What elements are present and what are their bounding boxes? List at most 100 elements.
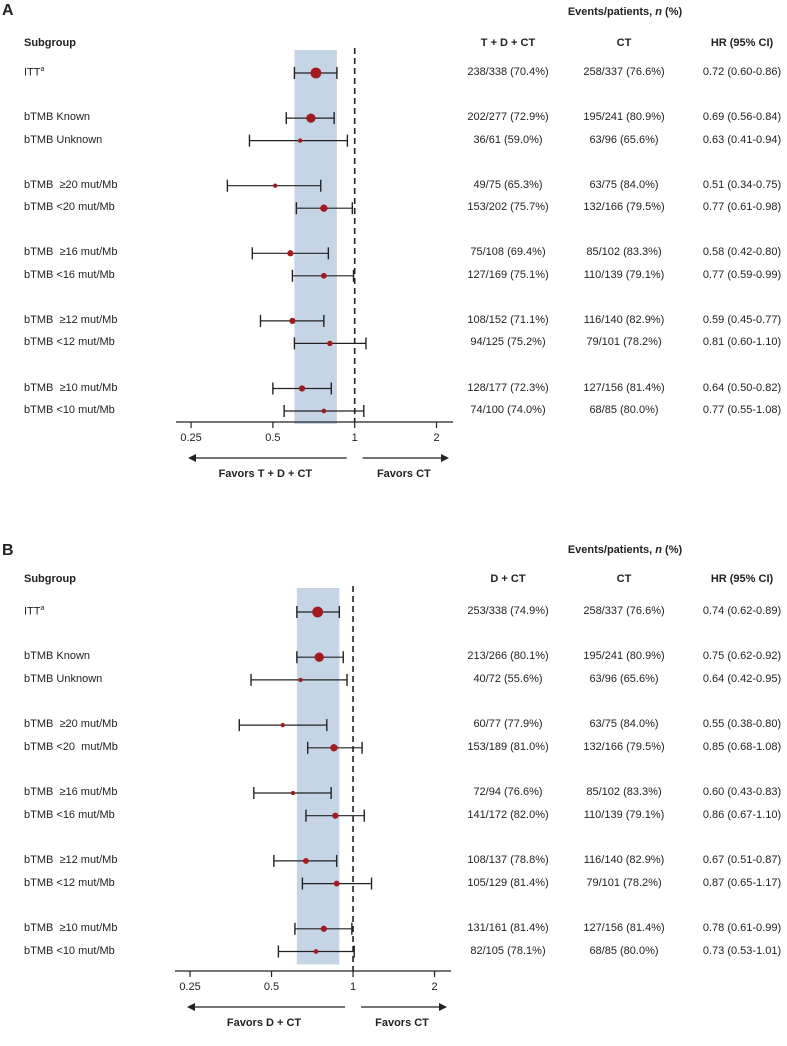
hazard-ratio: 0.87 (0.65-1.17): [702, 876, 782, 889]
x-tick-label: 1: [349, 981, 357, 993]
control-events: 63/75 (84.0%): [589, 718, 659, 731]
subgroup-label-text: bTMB Known: [24, 111, 91, 124]
arrowhead-left: [187, 1003, 195, 1011]
forest-panel-a: A Events/patients, n (%) Subgroup T + D + C…: [0, 0, 787, 520]
subgroup-label: bTMB ≥16 mut/Mb: [24, 246, 117, 258]
hr-point: [313, 949, 319, 954]
subgroup-label: bTMB Unknown: [24, 673, 102, 685]
control-events: 68/85 (80.0%): [589, 404, 659, 416]
hazard-ratio: 0.67 (0.51-0.87): [702, 853, 782, 866]
subgroup-label-text: bTMB ≥16 mut/Mb: [24, 786, 118, 798]
hr-point: [289, 317, 296, 325]
treatment-events: 36/61 (59.0%): [473, 133, 543, 146]
column-header: CT: [616, 37, 632, 49]
hr-point: [330, 744, 338, 752]
hr-point: [280, 722, 285, 728]
control-events: 63/96 (65.6%): [589, 672, 659, 685]
treatment-events: 202/277 (72.9%): [467, 111, 549, 124]
control-events: 79/101 (78.2%): [586, 336, 662, 349]
favors-right-label: Favors CT: [376, 468, 431, 480]
panel-label: B: [2, 542, 14, 559]
column-header: T + D + CT: [480, 37, 536, 49]
subgroup-label: bTMB <16 mut/Mb: [24, 809, 115, 821]
events-header: Events/patients, n (%): [470, 544, 780, 556]
hr-point: [327, 340, 333, 347]
control-events: 132/166 (79.5%): [583, 740, 665, 753]
events-header-part: n: [655, 6, 662, 18]
superscript-footnote: a: [40, 66, 45, 73]
treatment-events: 253/338 (74.9%): [467, 605, 549, 617]
subgroup-label-text: bTMB ≥10 mut/Mb: [24, 381, 118, 394]
subgroup-label: ITTa: [24, 66, 44, 79]
hr-point: [321, 408, 327, 414]
hazard-ratio: 0.51 (0.34-0.75): [702, 178, 782, 191]
treatment-events: 141/172 (82.0%): [467, 808, 549, 821]
forest-plot-svg: [175, 586, 451, 1011]
treatment-events: 105/129 (81.4%): [467, 876, 549, 889]
treatment-events: 128/177 (72.3%): [467, 381, 549, 394]
control-events: 195/241 (80.9%): [583, 650, 665, 663]
forest-panel-b: B Events/patients, n (%) Subgroup D + CT CT H…: [0, 538, 787, 1038]
x-tick-label: 0.25: [180, 432, 202, 444]
subgroup-label: bTMB ≥20 mut/Mb: [24, 718, 117, 730]
treatment-events: 153/189 (81.0%): [467, 740, 549, 753]
control-events: 63/96 (65.6%): [589, 133, 659, 146]
control-events: 110/139 (79.1%): [583, 808, 665, 821]
control-events: 127/156 (81.4%): [583, 921, 665, 934]
subgroup-label-text: ITT: [24, 66, 41, 79]
hr-point: [306, 113, 316, 123]
control-events: 116/140 (82.9%): [583, 853, 665, 866]
column-header: HR (95% CI): [710, 573, 774, 585]
hazard-ratio: 0.64 (0.50-0.82): [702, 381, 782, 394]
events-header-part: n: [655, 544, 662, 556]
hazard-ratio: 0.75 (0.62-0.92): [702, 650, 782, 663]
treatment-events: 94/125 (75.2%): [470, 336, 546, 349]
hazard-ratio: 0.59 (0.45-0.77): [702, 313, 782, 326]
hr-point: [298, 677, 303, 683]
subgroup-label-text: bTMB <12 mut/Mb: [24, 876, 115, 889]
column-header: CT: [616, 573, 632, 585]
hazard-ratio: 0.77 (0.61-0.98): [702, 201, 782, 214]
hazard-ratio: 0.77 (0.59-0.99): [702, 268, 782, 281]
arrowhead-right: [441, 454, 449, 462]
hazard-ratio: 0.85 (0.68-1.08): [702, 740, 782, 753]
hr-point: [273, 183, 278, 188]
hr-point: [303, 857, 309, 864]
treatment-events: 153/202 (75.7%): [467, 201, 549, 214]
subgroup-label: bTMB ≥10 mut/Mb: [24, 382, 117, 394]
hr-point: [287, 250, 294, 257]
subgroup-label-text: bTMB <20 mut/Mb: [24, 201, 115, 214]
events-header-part: Events/patients,: [567, 544, 656, 556]
hr-point: [320, 204, 328, 212]
hazard-ratio: 0.63 (0.41-0.94): [702, 133, 782, 146]
favors-right-label: Favors CT: [375, 1017, 429, 1029]
subgroup-label: bTMB <10 mut/Mb: [24, 945, 115, 957]
subgroup-header: Subgroup: [24, 573, 76, 585]
control-events: 258/337 (76.6%): [583, 605, 665, 617]
control-events: 195/241 (80.9%): [583, 111, 665, 124]
x-tick-label: 2: [433, 432, 440, 444]
subgroup-label: bTMB ≥12 mut/Mb: [24, 854, 117, 866]
column-header: HR (95% CI): [710, 37, 774, 49]
subgroup-label: bTMB ≥20 mut/Mb: [24, 179, 117, 191]
subgroup-label-text: bTMB ≥20 mut/Mb: [24, 178, 118, 191]
treatment-events: 131/161 (81.4%): [467, 921, 549, 934]
subgroup-label-text: bTMB ≥16 mut/Mb: [24, 246, 118, 259]
control-events: 63/75 (84.0%): [589, 178, 659, 191]
subgroup-label-text: ITT: [24, 605, 41, 618]
subgroup-label: bTMB <16 mut/Mb: [24, 269, 115, 281]
hazard-ratio: 0.64 (0.42-0.95): [702, 672, 782, 685]
hr-point: [290, 790, 296, 796]
overall-ci-shade: [294, 50, 337, 424]
superscript-footnote: a: [40, 605, 45, 612]
treatment-events: 127/169 (75.1%): [467, 268, 549, 281]
subgroup-label-text: bTMB <12 mut/Mb: [24, 336, 115, 349]
subgroup-label-text: bTMB Unknown: [24, 133, 103, 146]
treatment-events: 108/152 (71.1%): [467, 313, 549, 326]
hazard-ratio: 0.73 (0.53-1.01): [702, 944, 782, 957]
subgroup-label: bTMB <12 mut/Mb: [24, 877, 115, 889]
treatment-events: 60/77 (77.9%): [473, 718, 543, 731]
hr-point: [320, 272, 327, 279]
hr-point: [310, 67, 322, 79]
subgroup-label: bTMB <10 mut/Mb: [24, 404, 115, 416]
